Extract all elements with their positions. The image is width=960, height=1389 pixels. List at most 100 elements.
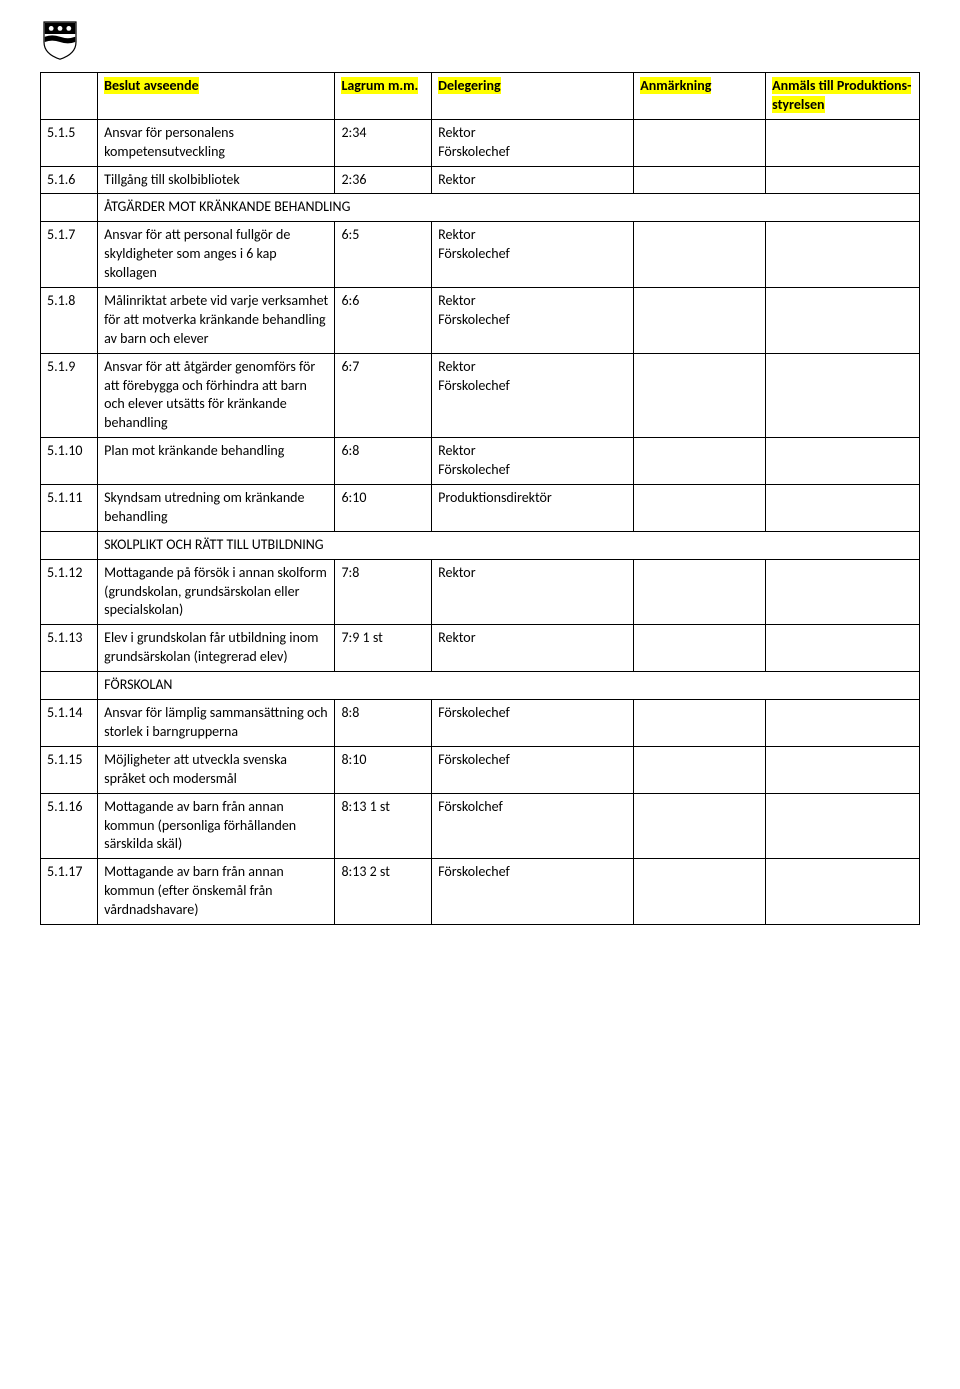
- table-row: 5.1.15Möjligheter att utveckla svenska s…: [41, 746, 920, 793]
- cell-desc: Målinriktat arbete vid varje verksamhet …: [98, 288, 335, 354]
- delegation-table: Beslut avseende Lagrum m.m. Delegering A…: [40, 72, 920, 925]
- cell-anmals: [766, 793, 920, 859]
- cell-deleg: Förskolechef: [432, 700, 634, 747]
- cell-lag: 7:9 1 st: [335, 625, 432, 672]
- cell-deleg: Rektor: [432, 625, 634, 672]
- cell-anmals: [766, 288, 920, 354]
- cell-desc: Ansvar för personalens kompetensutveckli…: [98, 119, 335, 166]
- cell-anmals: [766, 353, 920, 438]
- cell-deleg: Förskolechef: [432, 859, 634, 925]
- cell-lag: 6:10: [335, 485, 432, 532]
- cell-deleg: RektorFörskolechef: [432, 438, 634, 485]
- cell-num: [41, 531, 98, 559]
- cell-anmals: [766, 166, 920, 194]
- cell-anm: [634, 222, 766, 288]
- cell-num: [41, 672, 98, 700]
- cell-num: [41, 194, 98, 222]
- cell-desc: Ansvar för att personal fullgör de skyld…: [98, 222, 335, 288]
- table-row: 5.1.9Ansvar för att åtgärder genomförs f…: [41, 353, 920, 438]
- cell-anmals: [766, 625, 920, 672]
- cell-desc: Mottagande på försök i annan skolform (g…: [98, 559, 335, 625]
- section-heading: ÅTGÄRDER MOT KRÄNKANDE BEHANDLING: [98, 194, 920, 222]
- cell-num: 5.1.9: [41, 353, 98, 438]
- cell-deleg: Förskolechef: [432, 746, 634, 793]
- cell-num: 5.1.16: [41, 793, 98, 859]
- header-anmarkning: Anmärkning: [634, 73, 766, 120]
- cell-num: 5.1.11: [41, 485, 98, 532]
- cell-num: 5.1.8: [41, 288, 98, 354]
- cell-lag: 8:10: [335, 746, 432, 793]
- cell-deleg: RektorFörskolechef: [432, 288, 634, 354]
- cell-anmals: [766, 559, 920, 625]
- header-num: [41, 73, 98, 120]
- cell-anm: [634, 288, 766, 354]
- cell-desc: Skyndsam utredning om kränkande behandli…: [98, 485, 335, 532]
- cell-lag: 6:7: [335, 353, 432, 438]
- cell-anm: [634, 438, 766, 485]
- cell-anmals: [766, 438, 920, 485]
- cell-anm: [634, 353, 766, 438]
- logo-shield: [40, 20, 80, 60]
- table-row: 5.1.14Ansvar för lämplig sammansättning …: [41, 700, 920, 747]
- cell-deleg: RektorFörskolechef: [432, 119, 634, 166]
- cell-deleg: RektorFörskolechef: [432, 222, 634, 288]
- cell-deleg: Rektor: [432, 166, 634, 194]
- cell-deleg: Produktionsdirektör: [432, 485, 634, 532]
- cell-anm: [634, 793, 766, 859]
- cell-deleg: Rektor: [432, 559, 634, 625]
- cell-num: 5.1.7: [41, 222, 98, 288]
- cell-anmals: [766, 119, 920, 166]
- cell-num: 5.1.13: [41, 625, 98, 672]
- cell-lag: 8:13 2 st: [335, 859, 432, 925]
- cell-anmals: [766, 222, 920, 288]
- header-desc: Beslut avseende: [98, 73, 335, 120]
- section-heading: SKOLPLIKT OCH RÄTT TILL UTBILDNING: [98, 531, 920, 559]
- cell-anm: [634, 746, 766, 793]
- cell-num: 5.1.15: [41, 746, 98, 793]
- cell-deleg: RektorFörskolechef: [432, 353, 634, 438]
- cell-num: 5.1.10: [41, 438, 98, 485]
- cell-num: 5.1.5: [41, 119, 98, 166]
- cell-desc: Ansvar för att åtgärder genomförs för at…: [98, 353, 335, 438]
- table-row: 5.1.7Ansvar för att personal fullgör de …: [41, 222, 920, 288]
- table-row: SKOLPLIKT OCH RÄTT TILL UTBILDNING: [41, 531, 920, 559]
- cell-desc: Mottagande av barn från annan kommun (pe…: [98, 793, 335, 859]
- cell-anmals: [766, 746, 920, 793]
- cell-num: 5.1.6: [41, 166, 98, 194]
- cell-desc: Tillgång till skolbibliotek: [98, 166, 335, 194]
- cell-anm: [634, 625, 766, 672]
- cell-desc: Ansvar för lämplig sammansättning och st…: [98, 700, 335, 747]
- cell-anm: [634, 119, 766, 166]
- section-heading: FÖRSKOLAN: [98, 672, 920, 700]
- header-delegering: Delegering: [432, 73, 634, 120]
- table-row: 5.1.5Ansvar för personalens kompetensutv…: [41, 119, 920, 166]
- table-row: 5.1.8Målinriktat arbete vid varje verksa…: [41, 288, 920, 354]
- cell-desc: Elev i grundskolan får utbildning inom g…: [98, 625, 335, 672]
- table-row: 5.1.10Plan mot kränkande behandling6:8Re…: [41, 438, 920, 485]
- header-anmals: Anmäls till Produktions-styrelsen: [766, 73, 920, 120]
- cell-num: 5.1.17: [41, 859, 98, 925]
- cell-desc: Möjligheter att utveckla svenska språket…: [98, 746, 335, 793]
- cell-lag: 2:34: [335, 119, 432, 166]
- table-row: 5.1.6Tillgång till skolbibliotek2:36Rekt…: [41, 166, 920, 194]
- cell-deleg: Förskolchef: [432, 793, 634, 859]
- cell-desc: Mottagande av barn från annan kommun (ef…: [98, 859, 335, 925]
- cell-num: 5.1.14: [41, 700, 98, 747]
- table-row: 5.1.11Skyndsam utredning om kränkande be…: [41, 485, 920, 532]
- cell-anm: [634, 166, 766, 194]
- cell-anmals: [766, 859, 920, 925]
- table-row: ÅTGÄRDER MOT KRÄNKANDE BEHANDLING: [41, 194, 920, 222]
- cell-anmals: [766, 485, 920, 532]
- cell-lag: 6:6: [335, 288, 432, 354]
- table-row: 5.1.13Elev i grundskolan får utbildning …: [41, 625, 920, 672]
- header-lagrum: Lagrum m.m.: [335, 73, 432, 120]
- cell-desc: Plan mot kränkande behandling: [98, 438, 335, 485]
- cell-lag: 7:8: [335, 559, 432, 625]
- cell-anm: [634, 700, 766, 747]
- cell-lag: 6:8: [335, 438, 432, 485]
- cell-num: 5.1.12: [41, 559, 98, 625]
- table-row: FÖRSKOLAN: [41, 672, 920, 700]
- table-header-row: Beslut avseende Lagrum m.m. Delegering A…: [41, 73, 920, 120]
- cell-anm: [634, 485, 766, 532]
- cell-lag: 6:5: [335, 222, 432, 288]
